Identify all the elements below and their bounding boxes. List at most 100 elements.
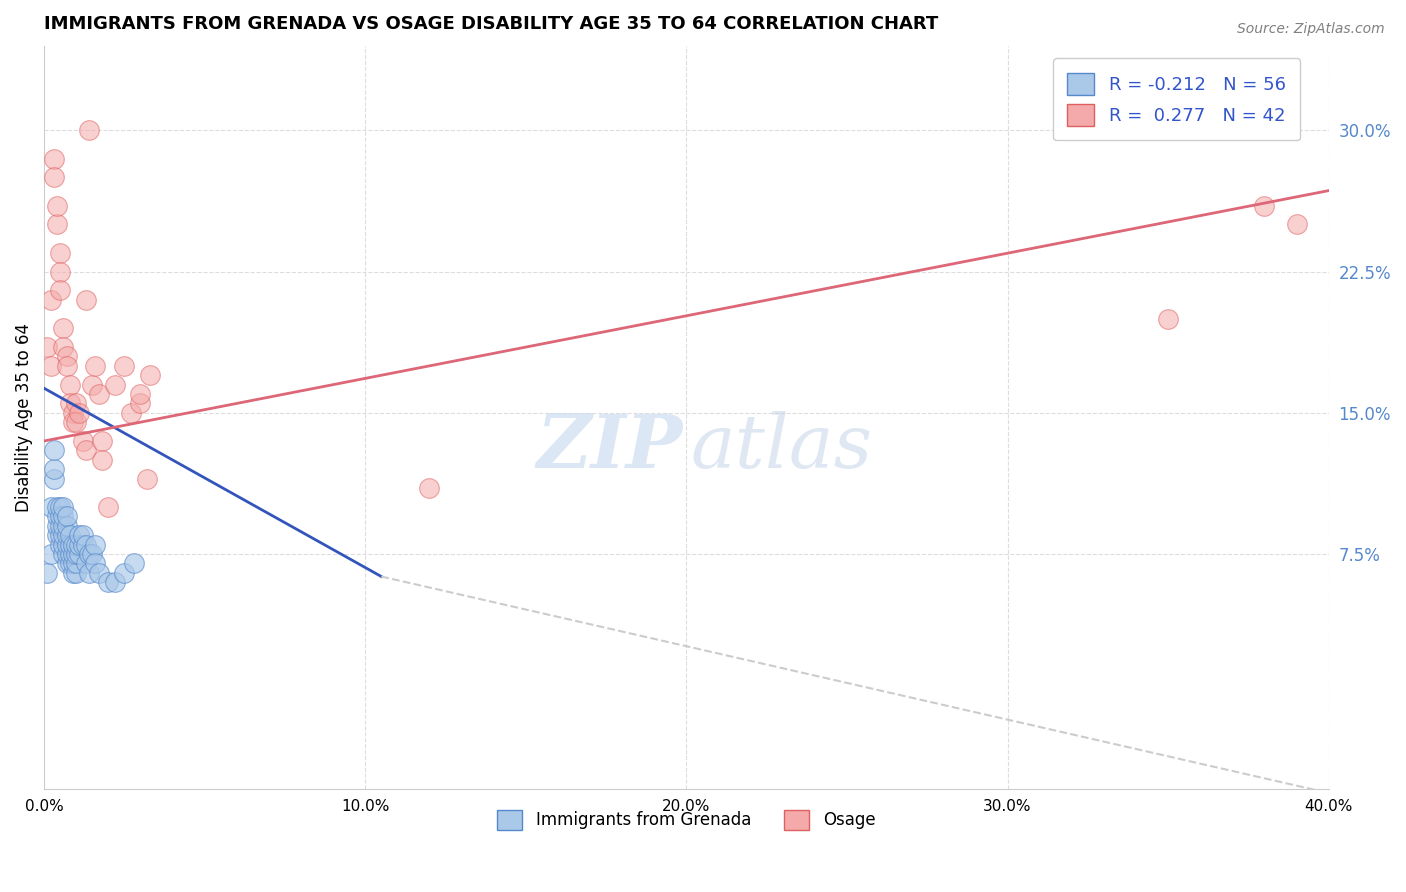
Point bbox=[46, 518, 69, 533]
Point bbox=[62, 406, 84, 420]
Point bbox=[67, 547, 90, 561]
Point bbox=[67, 406, 90, 420]
Point bbox=[46, 528, 69, 542]
Point bbox=[42, 170, 65, 185]
Y-axis label: Disability Age 35 to 64: Disability Age 35 to 64 bbox=[15, 323, 32, 512]
Point bbox=[84, 537, 107, 551]
Point bbox=[37, 566, 59, 580]
Point bbox=[77, 547, 100, 561]
Point bbox=[55, 537, 77, 551]
Point bbox=[39, 293, 62, 307]
Point bbox=[49, 500, 72, 514]
Point bbox=[46, 500, 69, 514]
Point bbox=[55, 359, 77, 373]
Point bbox=[418, 481, 440, 495]
Point bbox=[62, 557, 84, 571]
Point bbox=[112, 566, 135, 580]
Point bbox=[55, 528, 77, 542]
Point bbox=[46, 218, 69, 232]
Point bbox=[62, 566, 84, 580]
Point bbox=[1157, 311, 1180, 326]
Point bbox=[65, 415, 87, 429]
Point bbox=[65, 566, 87, 580]
Point bbox=[122, 557, 145, 571]
Point bbox=[135, 472, 157, 486]
Point bbox=[129, 396, 152, 410]
Point bbox=[87, 387, 110, 401]
Point bbox=[75, 293, 97, 307]
Point bbox=[62, 547, 84, 561]
Point bbox=[59, 537, 82, 551]
Point bbox=[129, 387, 152, 401]
Text: IMMIGRANTS FROM GRENADA VS OSAGE DISABILITY AGE 35 TO 64 CORRELATION CHART: IMMIGRANTS FROM GRENADA VS OSAGE DISABIL… bbox=[44, 15, 938, 33]
Point bbox=[65, 547, 87, 561]
Point bbox=[52, 509, 75, 524]
Point bbox=[104, 377, 127, 392]
Point bbox=[67, 537, 90, 551]
Point bbox=[52, 537, 75, 551]
Point bbox=[104, 575, 127, 590]
Point bbox=[62, 415, 84, 429]
Point bbox=[90, 434, 112, 448]
Legend: Immigrants from Grenada, Osage: Immigrants from Grenada, Osage bbox=[491, 803, 882, 837]
Point bbox=[59, 547, 82, 561]
Point bbox=[39, 359, 62, 373]
Point bbox=[77, 566, 100, 580]
Point bbox=[49, 264, 72, 278]
Point bbox=[62, 537, 84, 551]
Point bbox=[65, 396, 87, 410]
Point bbox=[90, 452, 112, 467]
Point bbox=[42, 152, 65, 166]
Point bbox=[46, 509, 69, 524]
Point bbox=[52, 340, 75, 354]
Point bbox=[67, 528, 90, 542]
Point bbox=[139, 368, 162, 383]
Point bbox=[75, 537, 97, 551]
Point bbox=[82, 377, 104, 392]
Point bbox=[52, 528, 75, 542]
Point bbox=[1253, 199, 1275, 213]
Point bbox=[37, 340, 59, 354]
Point bbox=[75, 443, 97, 458]
Point bbox=[39, 547, 62, 561]
Point bbox=[65, 537, 87, 551]
Point bbox=[1285, 218, 1308, 232]
Point bbox=[52, 321, 75, 335]
Point bbox=[77, 123, 100, 137]
Point bbox=[59, 377, 82, 392]
Text: Source: ZipAtlas.com: Source: ZipAtlas.com bbox=[1237, 22, 1385, 37]
Point bbox=[55, 349, 77, 363]
Text: atlas: atlas bbox=[690, 411, 872, 483]
Point bbox=[97, 500, 120, 514]
Point bbox=[52, 547, 75, 561]
Point bbox=[75, 557, 97, 571]
Point bbox=[49, 518, 72, 533]
Point bbox=[42, 462, 65, 476]
Point bbox=[87, 566, 110, 580]
Point bbox=[55, 547, 77, 561]
Point bbox=[72, 528, 94, 542]
Point bbox=[112, 359, 135, 373]
Point bbox=[59, 557, 82, 571]
Point bbox=[120, 406, 142, 420]
Point bbox=[82, 547, 104, 561]
Point bbox=[49, 528, 72, 542]
Point bbox=[52, 518, 75, 533]
Point bbox=[72, 434, 94, 448]
Point bbox=[59, 528, 82, 542]
Point bbox=[55, 509, 77, 524]
Point bbox=[55, 557, 77, 571]
Point bbox=[59, 396, 82, 410]
Point bbox=[42, 443, 65, 458]
Point bbox=[84, 557, 107, 571]
Point bbox=[52, 500, 75, 514]
Point bbox=[46, 199, 69, 213]
Point bbox=[65, 557, 87, 571]
Point bbox=[84, 359, 107, 373]
Point bbox=[42, 472, 65, 486]
Point bbox=[49, 245, 72, 260]
Point bbox=[49, 537, 72, 551]
Text: ZIP: ZIP bbox=[536, 411, 682, 483]
Point bbox=[55, 518, 77, 533]
Point bbox=[97, 575, 120, 590]
